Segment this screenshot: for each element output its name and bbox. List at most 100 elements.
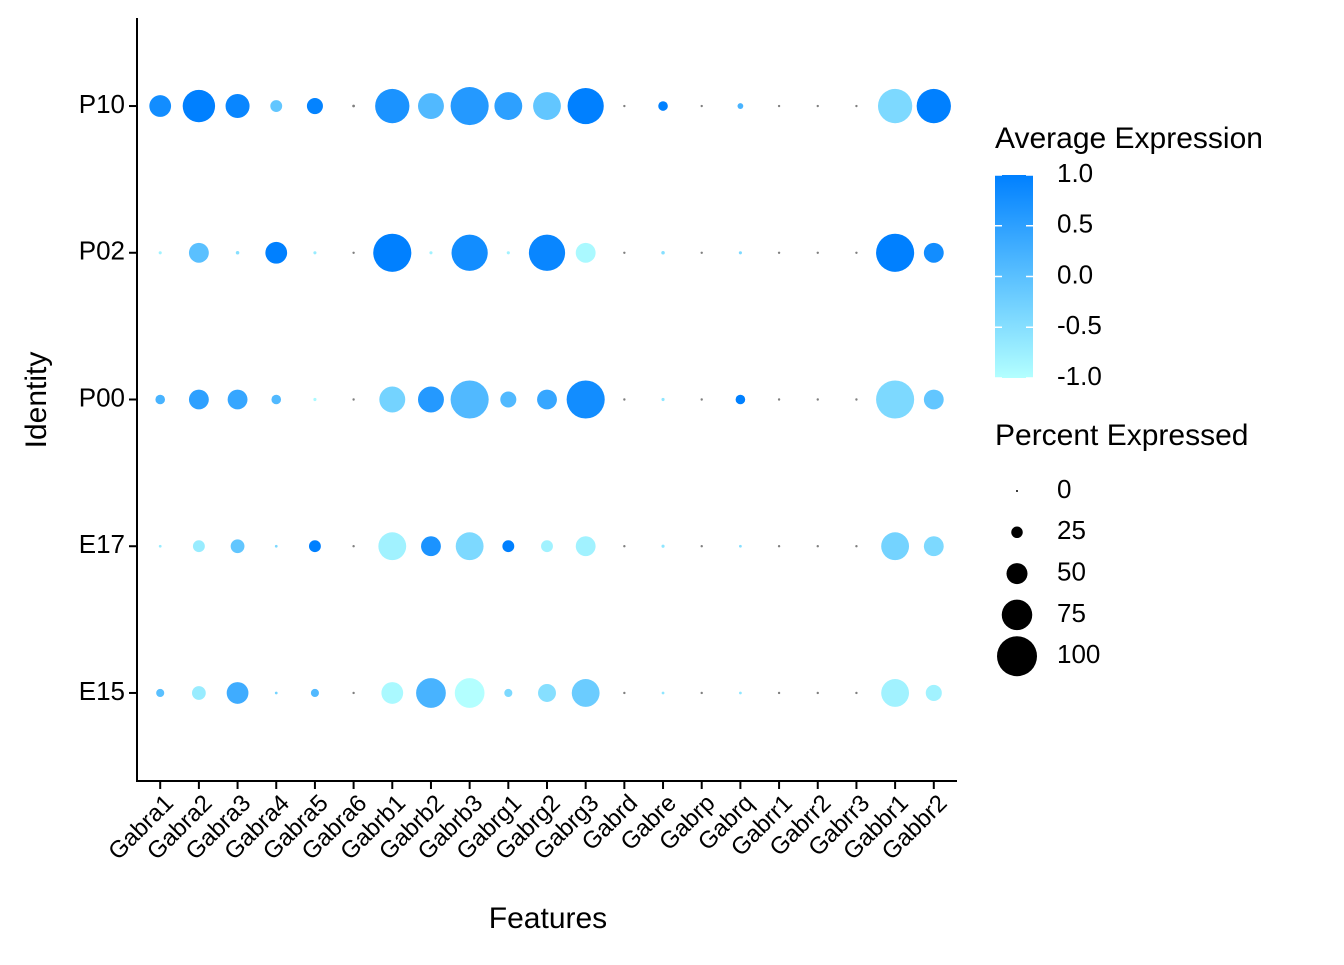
size-legend-title: Percent Expressed bbox=[995, 419, 1248, 452]
dot bbox=[777, 398, 781, 401]
dot bbox=[274, 544, 278, 548]
dot bbox=[738, 251, 742, 255]
dot bbox=[450, 380, 489, 419]
dot bbox=[155, 394, 166, 405]
dot bbox=[230, 539, 245, 554]
dot bbox=[877, 88, 913, 124]
dot bbox=[816, 104, 819, 108]
dot bbox=[661, 544, 665, 548]
dot bbox=[700, 545, 703, 548]
dot bbox=[500, 391, 517, 408]
dot bbox=[352, 251, 355, 254]
size-legend-label: 25 bbox=[1057, 515, 1086, 545]
dot bbox=[700, 104, 703, 108]
dot bbox=[352, 691, 355, 695]
dot bbox=[700, 251, 703, 254]
dot bbox=[528, 234, 566, 271]
dot bbox=[876, 380, 915, 419]
dot bbox=[735, 394, 746, 405]
dot bbox=[571, 679, 600, 707]
dot bbox=[816, 398, 819, 401]
dot bbox=[623, 398, 626, 401]
dot bbox=[567, 87, 604, 125]
dot bbox=[541, 540, 553, 553]
dot bbox=[575, 536, 596, 557]
dot bbox=[855, 398, 858, 401]
dot bbox=[739, 544, 742, 548]
dot bbox=[881, 532, 910, 561]
size-legend-dot bbox=[1011, 526, 1023, 539]
size-legend-label: 0 bbox=[1057, 474, 1071, 504]
dot bbox=[265, 241, 288, 264]
y-tick-label: E17 bbox=[79, 529, 125, 559]
dot bbox=[156, 688, 165, 698]
dot bbox=[310, 688, 319, 698]
dot bbox=[450, 86, 489, 126]
dot bbox=[504, 688, 513, 698]
size-legend-dot bbox=[1006, 563, 1028, 585]
dot bbox=[454, 678, 485, 708]
dot bbox=[188, 242, 209, 263]
dot bbox=[855, 691, 858, 695]
dot bbox=[375, 88, 410, 124]
dot bbox=[451, 234, 488, 271]
dot bbox=[777, 691, 781, 695]
dot bbox=[235, 251, 240, 255]
dot bbox=[313, 251, 317, 255]
dot bbox=[855, 251, 858, 254]
color-tick-label: 1.0 bbox=[1057, 158, 1093, 188]
dot bbox=[182, 89, 216, 123]
size-legend-dot bbox=[1016, 490, 1018, 492]
dot bbox=[816, 251, 819, 254]
dot bbox=[421, 536, 441, 557]
dot bbox=[737, 103, 744, 109]
dot bbox=[373, 233, 412, 272]
y-tick-label: P00 bbox=[79, 382, 125, 412]
dot bbox=[306, 98, 323, 115]
dot bbox=[416, 678, 446, 708]
dot bbox=[661, 397, 665, 402]
dot bbox=[661, 251, 665, 255]
dot bbox=[274, 691, 278, 695]
dot bbox=[379, 386, 406, 413]
dot bbox=[777, 545, 781, 548]
dot bbox=[352, 545, 355, 548]
dot bbox=[881, 679, 910, 707]
dot bbox=[226, 682, 249, 704]
dot bbox=[777, 104, 781, 108]
dot bbox=[494, 92, 523, 120]
dot bbox=[270, 100, 283, 112]
size-legend-dot bbox=[997, 636, 1037, 677]
size-legend-label: 75 bbox=[1057, 598, 1086, 628]
dot bbox=[923, 242, 944, 263]
dot bbox=[855, 104, 858, 108]
y-tick-label: P10 bbox=[79, 89, 125, 119]
dot bbox=[623, 104, 626, 108]
dot bbox=[429, 251, 433, 255]
color-tick-label: -1.0 bbox=[1057, 361, 1102, 391]
dot bbox=[661, 691, 665, 695]
dot bbox=[308, 540, 321, 553]
dot bbox=[313, 397, 317, 402]
dot bbox=[192, 540, 205, 553]
dot bbox=[700, 691, 703, 695]
dot bbox=[417, 386, 444, 413]
y-tick-label: P02 bbox=[79, 236, 125, 266]
x-axis-title: Features bbox=[489, 902, 607, 935]
color-tick-label: 0.5 bbox=[1057, 209, 1093, 239]
color-legend-title: Average Expression bbox=[995, 122, 1263, 155]
dot bbox=[923, 389, 944, 410]
dot bbox=[816, 545, 819, 548]
dot bbox=[502, 540, 515, 553]
dot bbox=[855, 545, 858, 548]
dot bbox=[575, 242, 596, 263]
dot bbox=[916, 88, 951, 124]
dot bbox=[417, 93, 444, 120]
dot bbox=[188, 389, 209, 410]
dot bbox=[876, 233, 915, 272]
dot bbox=[739, 691, 742, 695]
dot bbox=[777, 251, 781, 254]
dot bbox=[533, 92, 561, 120]
dot bbox=[506, 251, 510, 255]
